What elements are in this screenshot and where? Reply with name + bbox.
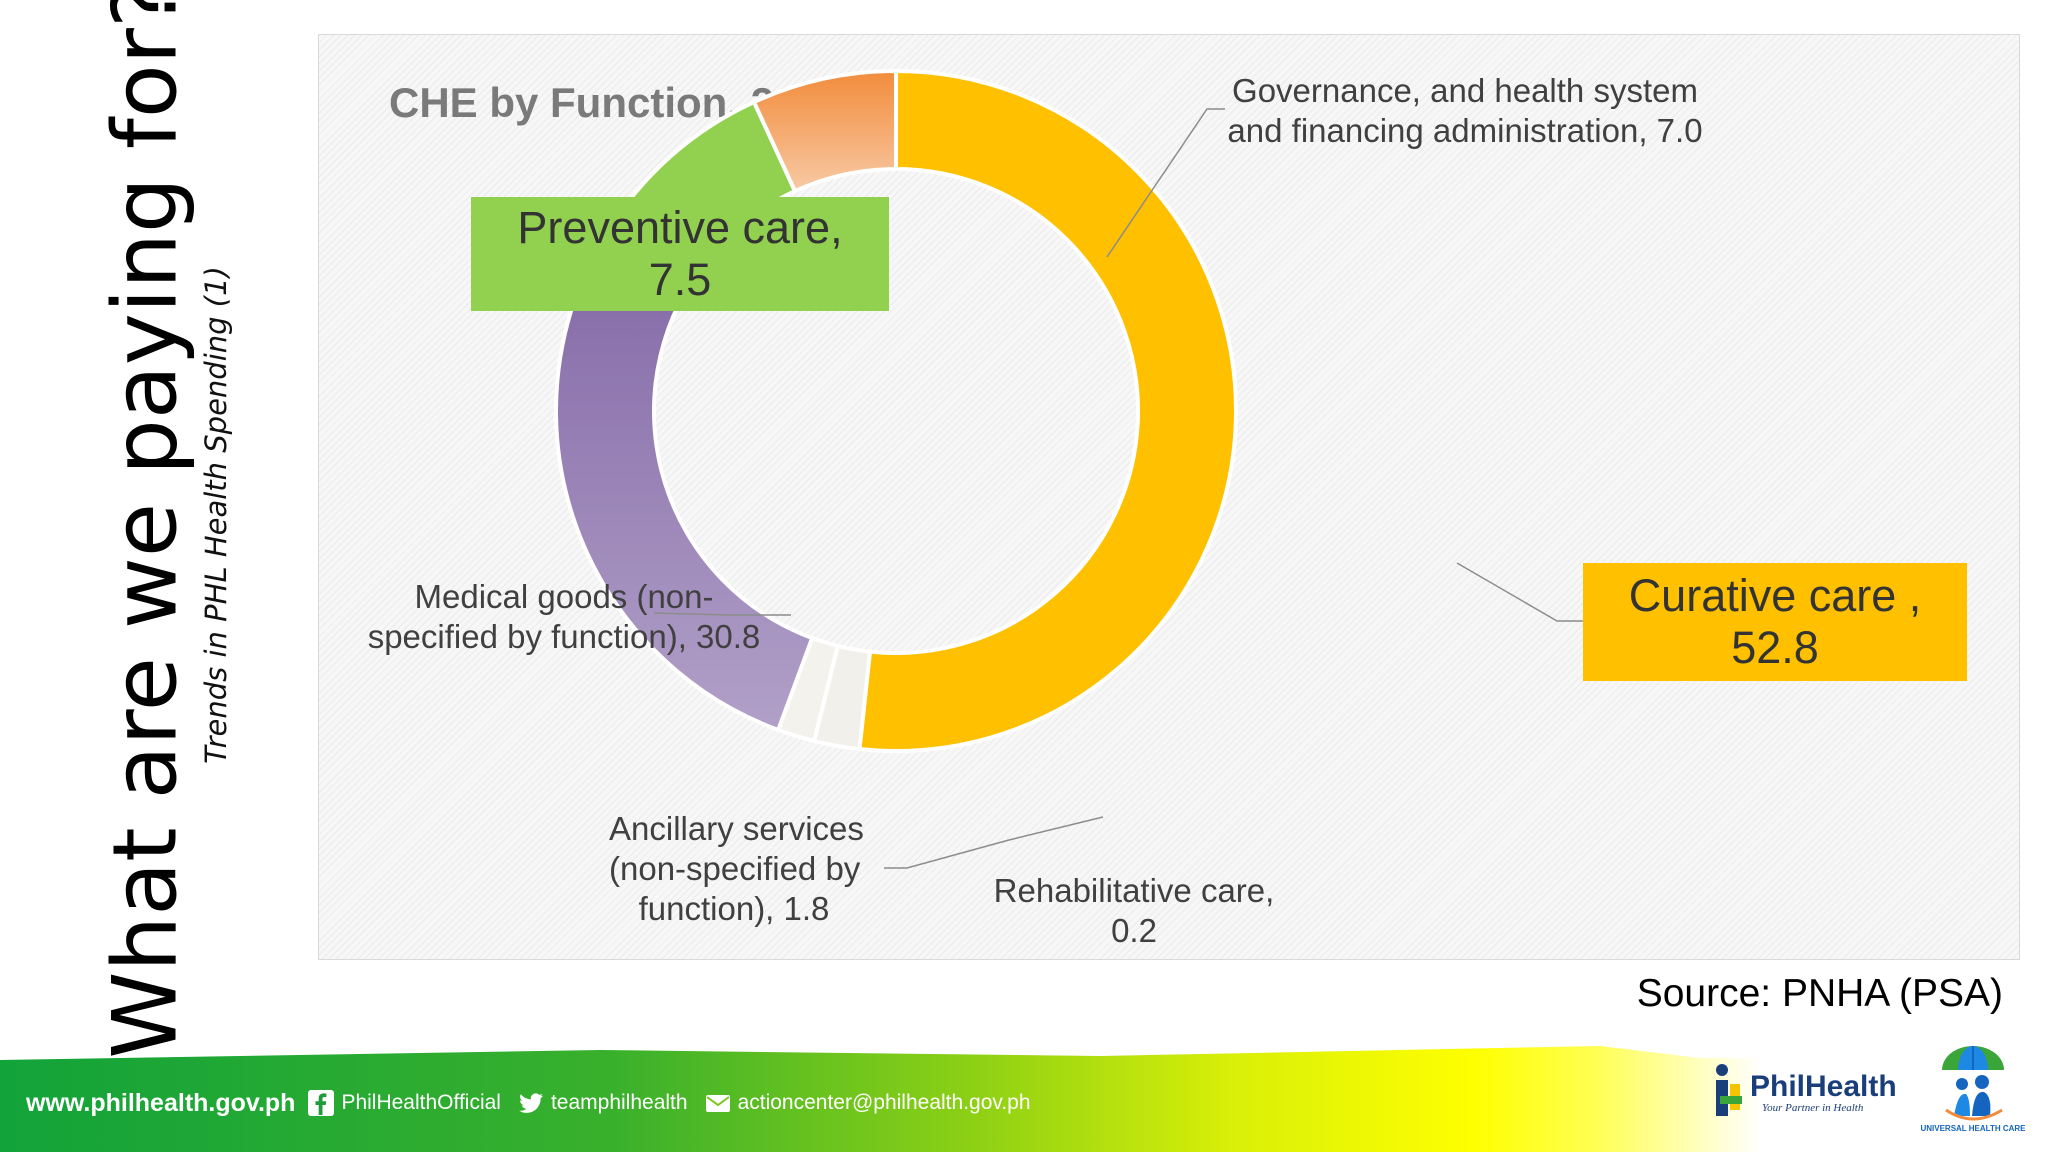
philhealth-figure-icon — [1716, 1064, 1742, 1116]
leader-line-governance — [1106, 108, 1225, 258]
label-rehab-line2: 0.2 — [1111, 912, 1157, 949]
label-governance: Governance, and health system and financ… — [1225, 71, 1705, 151]
label-governance-line1: Governance, and health system — [1232, 72, 1698, 109]
label-governance-line2: and financing administration, 7.0 — [1227, 112, 1703, 149]
donut-chart — [554, 68, 1583, 869]
label-preventive-line1: Preventive care, — [517, 202, 843, 253]
label-ancillary-line3: function), 1.8 — [638, 890, 830, 927]
label-ancillary-line2: (non-specified by — [609, 850, 861, 887]
slide-subtitle: Trends in PHL Health Spending (1) — [199, 266, 233, 764]
label-medical-goods-line2: specified by function), 30.8 — [367, 618, 761, 655]
facebook-icon — [308, 1090, 335, 1116]
leader-line-medical-goods — [653, 612, 791, 616]
leader-line-curative — [1456, 562, 1583, 622]
uhc-caption: UNIVERSAL HEALTH CARE — [1920, 1124, 2026, 1133]
label-curative-line1: Curative care , — [1628, 570, 1922, 621]
label-ancillary: Ancillary services (non-specified by fun… — [609, 809, 864, 929]
label-medical-goods: Medical goods (non- specified by functio… — [359, 577, 769, 657]
label-medical-goods-line1: Medical goods (non- — [414, 578, 714, 615]
label-ancillary-line1: Ancillary services — [609, 810, 864, 847]
label-rehabilitative: Rehabilitative care, 0.2 — [969, 871, 1299, 951]
chart-panel: CHE by Function, 2019, PHL Preventive ca… — [318, 34, 2020, 960]
twitter-icon — [519, 1093, 543, 1113]
label-preventive-care: Preventive care, 7.5 — [471, 197, 889, 311]
email-icon — [705, 1095, 730, 1112]
website-link[interactable]: www.philhealth.gov.ph — [26, 1088, 296, 1117]
label-preventive-line2: 7.5 — [648, 254, 712, 305]
umbrella-family-icon — [1942, 1046, 2004, 1121]
slide-title: What are we paying for? — [93, 0, 197, 1059]
leader-line-ancillary — [884, 816, 1104, 869]
facebook-link[interactable]: PhilHealthOfficial — [341, 1091, 501, 1114]
label-curative-care: Curative care , 52.8 — [1583, 563, 1967, 681]
email-link[interactable]: actioncenter@philhealth.gov.ph — [737, 1091, 1031, 1114]
label-curative-line2: 52.8 — [1731, 622, 1819, 673]
philhealth-wordmark: PhilHealth — [1750, 1070, 1897, 1103]
footer-links: www.philhealth.gov.ph PhilHealthOfficial… — [26, 1086, 1047, 1120]
philhealth-tagline: Your Partner in Health — [1762, 1102, 1864, 1114]
philhealth-logo: PhilHealth Your Partner in Health — [1712, 1062, 1897, 1128]
slice-curative-care — [857, 68, 1238, 753]
uhc-logo: UNIVERSAL HEALTH CARE — [1918, 1036, 2028, 1146]
slice-governance — [751, 68, 898, 194]
footer-band — [0, 1046, 2048, 1152]
twitter-link[interactable]: teamphilhealth — [550, 1091, 688, 1114]
source-note: Source: PNHA (PSA) — [1636, 972, 2003, 1015]
label-rehab-line1: Rehabilitative care, — [993, 872, 1275, 909]
